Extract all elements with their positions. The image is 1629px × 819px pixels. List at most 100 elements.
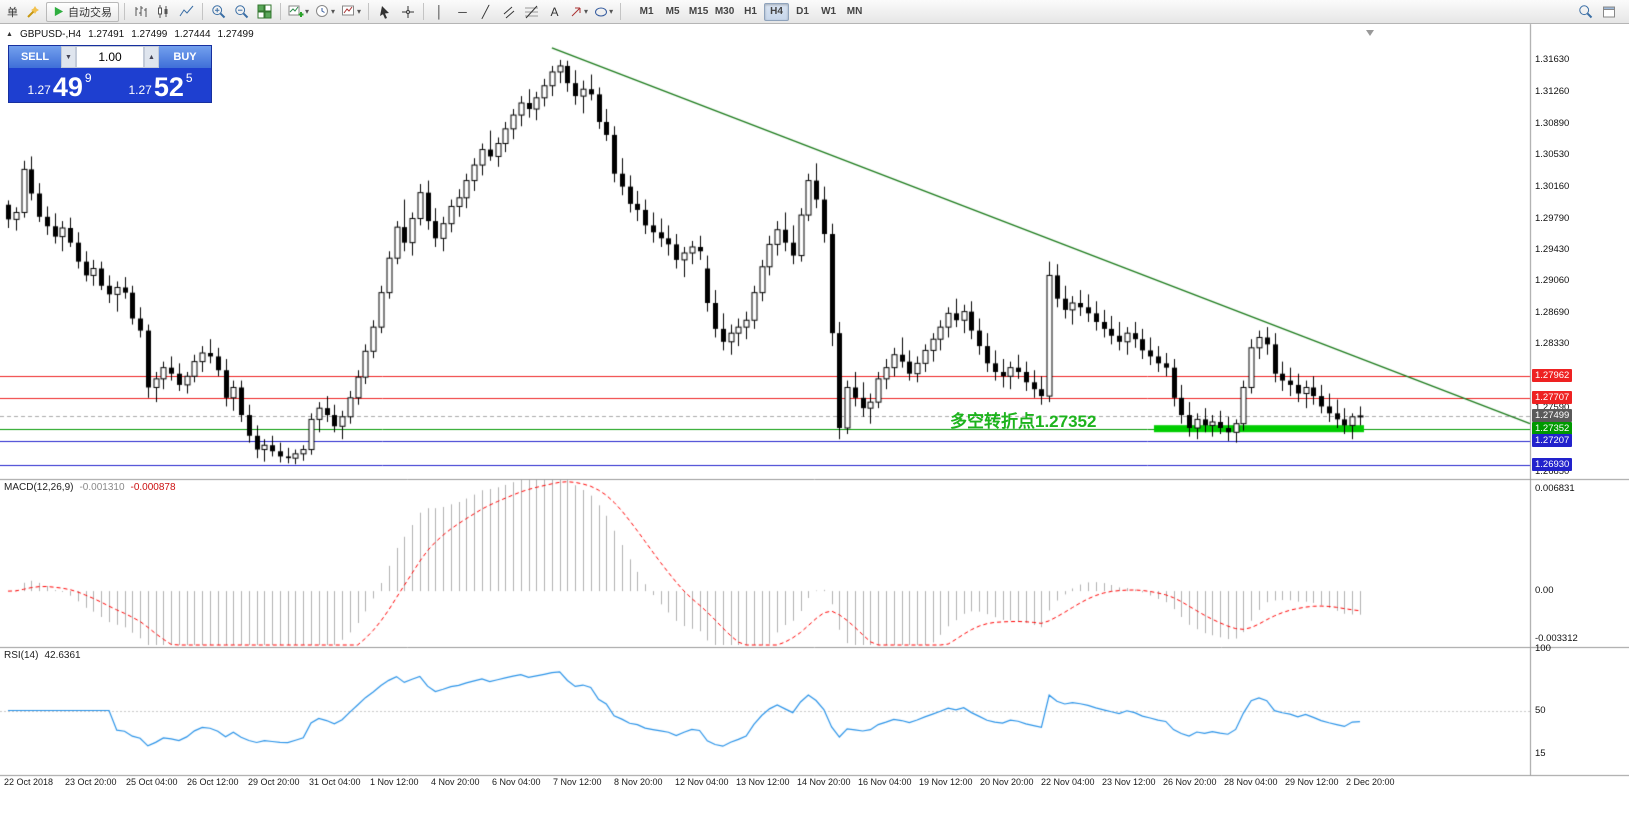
timeframe-button-h4[interactable]: H4	[764, 2, 790, 21]
channel-tool-icon[interactable]	[498, 2, 519, 22]
time-tick: 19 Nov 12:00	[919, 777, 973, 787]
timeframe-button-m15[interactable]: M15	[688, 6, 709, 17]
macd-scale-zero: 0.00	[1535, 585, 1554, 597]
time-tick: 22 Oct 2018	[4, 777, 54, 787]
price-level-badge: 1.27707	[1532, 391, 1573, 405]
price-tick: 1.29790	[1535, 212, 1570, 224]
time-tick: 7 Nov 12:00	[553, 777, 602, 787]
rsi-indicator-label: RSI(14) 42.6361	[4, 650, 81, 661]
time-tick: 23 Nov 12:00	[1102, 777, 1156, 787]
rsi-scale-tick: 100	[1535, 643, 1551, 654]
shapes-tool-button[interactable]: ▾	[592, 2, 615, 22]
chart-shift-marker[interactable]	[1366, 30, 1374, 36]
time-tick: 14 Nov 20:00	[797, 777, 851, 787]
price-tick: 1.29060	[1535, 275, 1570, 287]
price-tick: 1.28690	[1535, 307, 1570, 319]
dropdown-caret: ▾	[305, 7, 310, 16]
price-tick: 1.27590	[1535, 402, 1570, 414]
price-tick: 1.28330	[1535, 338, 1570, 350]
price-tick: 1.30160	[1535, 180, 1570, 192]
timeframe-button-d1[interactable]: D1	[796, 6, 809, 17]
new-window-icon[interactable]	[1598, 2, 1619, 22]
horizontal-line-tool-icon[interactable]: ─	[458, 4, 467, 19]
time-tick: 20 Nov 20:00	[980, 777, 1034, 787]
time-tick: 25 Oct 04:00	[126, 777, 178, 787]
templates-button[interactable]: ▾	[339, 2, 363, 22]
price-level-badge: 1.27207	[1532, 434, 1573, 448]
toolbar-separator	[202, 3, 203, 20]
time-tick: 8 Nov 20:00	[614, 777, 663, 787]
sell-button[interactable]: SELL	[9, 46, 61, 68]
bar-chart-icon[interactable]	[130, 2, 151, 22]
dropdown-caret: ▾	[331, 7, 336, 16]
line-chart-icon[interactable]	[176, 2, 197, 22]
chart-wizard-icon[interactable]	[23, 2, 44, 22]
toolbar-separator	[423, 3, 425, 20]
time-tick: 13 Nov 12:00	[736, 777, 790, 787]
fibonacci-tool-icon[interactable]	[521, 2, 542, 22]
trendline-tool-icon[interactable]: ╱	[481, 4, 490, 19]
symbol-info: ▲ GBPUSD-,H4 1.27491 1.27499 1.27444 1.2…	[6, 29, 254, 40]
crosshair-icon[interactable]	[397, 2, 418, 22]
price-scale[interactable]: 1.31630 1.31260 1.30890 1.30530 1.30160 1.297…	[1531, 0, 1629, 819]
price-tick: 1.29430	[1535, 243, 1570, 255]
timeframe-button-m30[interactable]: M30	[714, 6, 735, 17]
volume-up-button[interactable]: ▲	[144, 46, 159, 68]
buy-price-pip: 5	[185, 71, 193, 85]
text-tool-icon[interactable]: A	[550, 4, 559, 19]
new-order-button[interactable]: 单	[7, 6, 18, 19]
symbol-name: GBPUSD-,H4	[19, 29, 82, 40]
time-axis[interactable]: 22 Oct 2018 23 Oct 20:00 25 Oct 04:00 26 Oc…	[0, 777, 1629, 793]
tile-windows-icon[interactable]	[254, 2, 275, 22]
ohlc-low: 1.27444	[174, 29, 211, 40]
toolbar-right-group	[1575, 2, 1619, 22]
rsi-value: 42.6361	[44, 650, 81, 661]
volume-down-button[interactable]: ▼	[61, 46, 76, 68]
time-tick: 23 Oct 20:00	[65, 777, 117, 787]
timeframe-button-m5[interactable]: M5	[665, 6, 680, 17]
candlestick-chart-icon[interactable]	[153, 2, 174, 22]
time-tick: 4 Nov 20:00	[431, 777, 480, 787]
toolbar-separator	[124, 3, 125, 20]
vertical-line-tool-icon[interactable]: │	[435, 4, 444, 19]
collapse-icon[interactable]: ▲	[6, 31, 13, 38]
ohlc-high: 1.27499	[131, 29, 168, 40]
time-tick: 6 Nov 04:00	[492, 777, 541, 787]
time-tick: 26 Oct 12:00	[187, 777, 239, 787]
buy-button[interactable]: BUY	[159, 46, 211, 68]
rsi-scale-tick: 15	[1535, 747, 1546, 759]
pivot-annotation: 多空转折点1.27352	[950, 412, 1097, 431]
arrows-tool-button[interactable]: ▾	[567, 2, 590, 22]
indicators-button[interactable]: ▾	[286, 2, 311, 22]
buy-price[interactable]: 1.27 52 5	[110, 68, 211, 102]
timeframe-group: M1 M5 M15 M30 H1 H4 D1 W1 MN	[634, 2, 867, 21]
sell-price[interactable]: 1.27 49 9	[9, 68, 110, 102]
sell-price-figure: 1.27	[27, 83, 51, 97]
price-level-badge: 1.27499	[1532, 409, 1573, 423]
autotrading-button[interactable]: 自动交易	[46, 1, 119, 22]
volume-input[interactable]	[76, 46, 144, 68]
autotrading-label: 自动交易	[68, 6, 112, 19]
timeframe-button-m1[interactable]: M1	[639, 6, 654, 17]
sell-price-big-digits: 49	[52, 72, 83, 103]
macd-main-value: -0.001310	[79, 482, 125, 493]
price-tick: 1.31260	[1535, 85, 1570, 97]
price-tick: 1.30890	[1535, 117, 1570, 129]
price-level-badge: 1.26930	[1532, 458, 1573, 472]
time-tick: 26 Nov 20:00	[1163, 777, 1217, 787]
timeframe-button-mn[interactable]: MN	[846, 6, 863, 17]
periods-button[interactable]: ▾	[313, 2, 337, 22]
time-tick: 28 Nov 04:00	[1224, 777, 1278, 787]
search-icon[interactable]	[1575, 2, 1596, 22]
time-tick: 22 Nov 04:00	[1041, 777, 1095, 787]
price-tick: 1.26850	[1535, 465, 1570, 477]
timeframe-button-h1[interactable]: H1	[744, 6, 757, 17]
zoom-out-icon[interactable]	[231, 2, 252, 22]
macd-indicator-label: MACD(12,26,9) -0.001310 -0.000878	[4, 482, 176, 493]
zoom-in-icon[interactable]	[208, 2, 229, 22]
timeframe-button-w1[interactable]: W1	[821, 6, 837, 17]
ohlc-open: 1.27491	[88, 29, 125, 40]
dropdown-caret: ▾	[357, 7, 362, 16]
cursor-icon[interactable]	[374, 2, 395, 22]
